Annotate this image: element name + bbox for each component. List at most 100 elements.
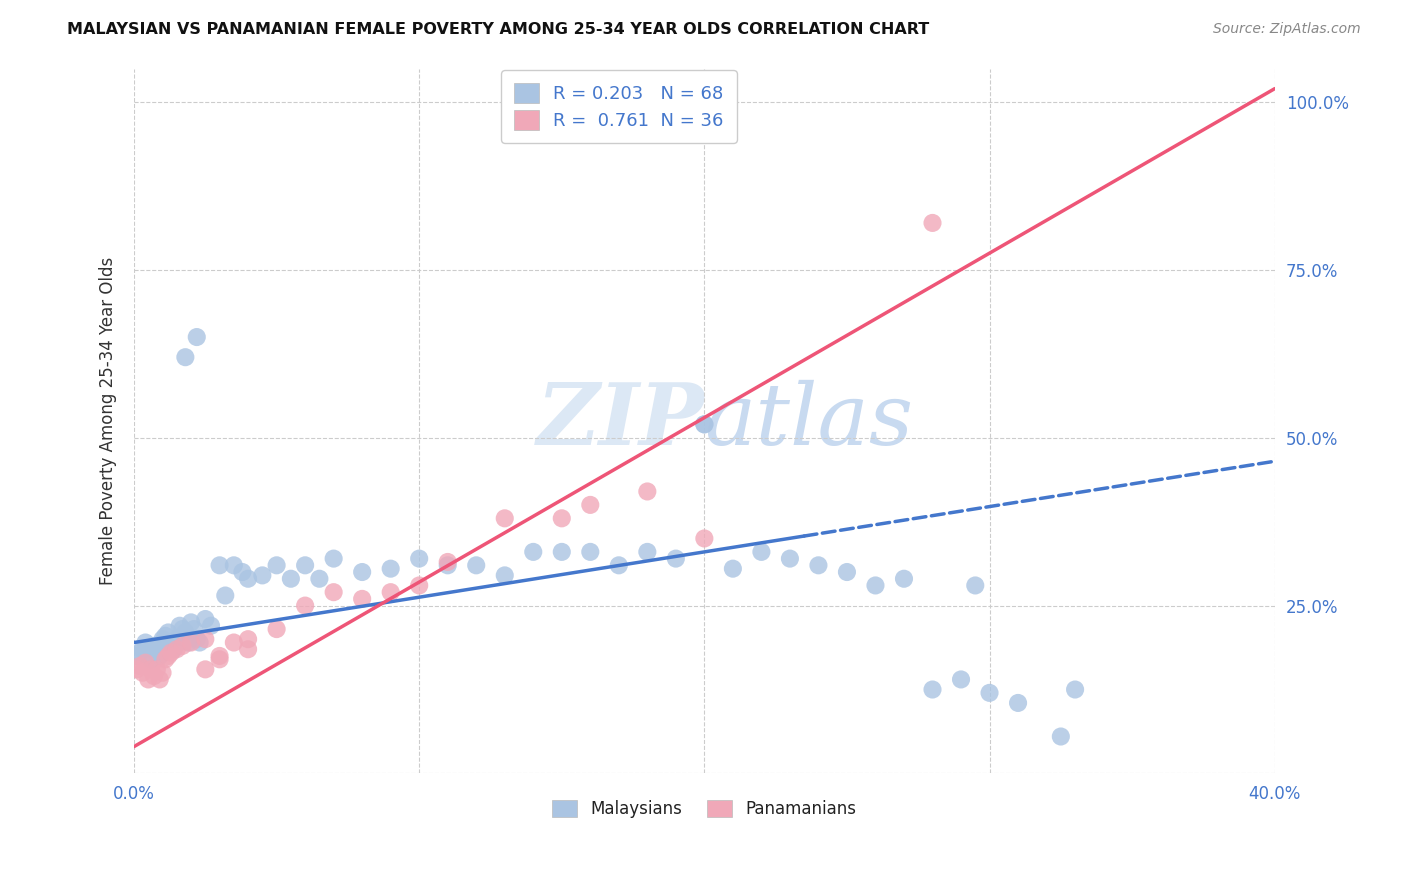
Point bbox=[139, 652, 162, 666]
Point bbox=[183, 622, 205, 636]
Point bbox=[128, 646, 150, 660]
Point bbox=[222, 558, 245, 573]
Point bbox=[236, 632, 259, 647]
Point bbox=[194, 612, 217, 626]
Point bbox=[155, 652, 177, 666]
Y-axis label: Female Poverty Among 25-34 Year Olds: Female Poverty Among 25-34 Year Olds bbox=[100, 257, 117, 585]
Point bbox=[408, 551, 430, 566]
Point bbox=[136, 673, 159, 687]
Point bbox=[188, 635, 211, 649]
Point bbox=[979, 686, 1001, 700]
Point bbox=[125, 648, 148, 663]
Point bbox=[163, 642, 186, 657]
Point bbox=[174, 350, 197, 364]
Point bbox=[893, 572, 915, 586]
Point bbox=[1050, 730, 1073, 744]
Point bbox=[131, 665, 153, 680]
Point bbox=[208, 648, 231, 663]
Text: MALAYSIAN VS PANAMANIAN FEMALE POVERTY AMONG 25-34 YEAR OLDS CORRELATION CHART: MALAYSIAN VS PANAMANIAN FEMALE POVERTY A… bbox=[67, 22, 929, 37]
Point bbox=[169, 618, 191, 632]
Point bbox=[186, 632, 208, 647]
Point bbox=[322, 585, 344, 599]
Point bbox=[157, 648, 180, 663]
Point bbox=[214, 589, 236, 603]
Point bbox=[186, 330, 208, 344]
Point bbox=[155, 629, 177, 643]
Point bbox=[965, 578, 987, 592]
Point bbox=[551, 511, 574, 525]
Point bbox=[252, 568, 274, 582]
Point bbox=[807, 558, 830, 573]
Point bbox=[136, 648, 159, 663]
Point bbox=[149, 648, 172, 663]
Point bbox=[835, 565, 858, 579]
Point bbox=[152, 665, 174, 680]
Text: Source: ZipAtlas.com: Source: ZipAtlas.com bbox=[1213, 22, 1361, 37]
Point bbox=[157, 625, 180, 640]
Point bbox=[865, 578, 887, 592]
Point bbox=[280, 572, 302, 586]
Point bbox=[636, 545, 658, 559]
Point bbox=[921, 216, 943, 230]
Point bbox=[522, 545, 544, 559]
Point bbox=[160, 646, 183, 660]
Point bbox=[146, 662, 169, 676]
Point bbox=[139, 662, 162, 676]
Point bbox=[721, 562, 744, 576]
Point bbox=[380, 562, 402, 576]
Point bbox=[222, 635, 245, 649]
Point bbox=[693, 417, 716, 432]
Point bbox=[131, 642, 153, 657]
Point bbox=[579, 498, 602, 512]
Point bbox=[266, 558, 288, 573]
Point bbox=[465, 558, 488, 573]
Point bbox=[236, 572, 259, 586]
Legend: Malaysians, Panamanians: Malaysians, Panamanians bbox=[546, 794, 863, 825]
Point bbox=[231, 565, 253, 579]
Point bbox=[180, 635, 202, 649]
Point bbox=[134, 656, 156, 670]
Point bbox=[1007, 696, 1029, 710]
Text: ZIP: ZIP bbox=[537, 379, 704, 463]
Point bbox=[128, 659, 150, 673]
Point bbox=[139, 642, 162, 657]
Point bbox=[436, 558, 458, 573]
Point bbox=[308, 572, 330, 586]
Point bbox=[636, 484, 658, 499]
Point bbox=[665, 551, 688, 566]
Point bbox=[152, 632, 174, 647]
Point bbox=[380, 585, 402, 599]
Point bbox=[352, 591, 374, 606]
Point bbox=[200, 618, 222, 632]
Point bbox=[143, 669, 166, 683]
Point bbox=[950, 673, 973, 687]
Point bbox=[607, 558, 630, 573]
Point bbox=[166, 642, 188, 657]
Point bbox=[172, 622, 194, 636]
Point bbox=[134, 635, 156, 649]
Point bbox=[436, 555, 458, 569]
Point bbox=[177, 635, 200, 649]
Point bbox=[160, 635, 183, 649]
Point bbox=[294, 558, 316, 573]
Point bbox=[143, 639, 166, 653]
Point bbox=[693, 417, 716, 432]
Point bbox=[194, 632, 217, 647]
Point bbox=[266, 622, 288, 636]
Point bbox=[408, 578, 430, 592]
Point bbox=[322, 551, 344, 566]
Point bbox=[194, 662, 217, 676]
Point bbox=[149, 673, 172, 687]
Point bbox=[166, 632, 188, 647]
Point bbox=[352, 565, 374, 579]
Point bbox=[208, 652, 231, 666]
Point bbox=[921, 682, 943, 697]
Point bbox=[152, 635, 174, 649]
Point bbox=[125, 662, 148, 676]
Point bbox=[236, 642, 259, 657]
Point bbox=[146, 646, 169, 660]
Point bbox=[494, 568, 516, 582]
Point bbox=[174, 625, 197, 640]
Point bbox=[294, 599, 316, 613]
Point bbox=[172, 639, 194, 653]
